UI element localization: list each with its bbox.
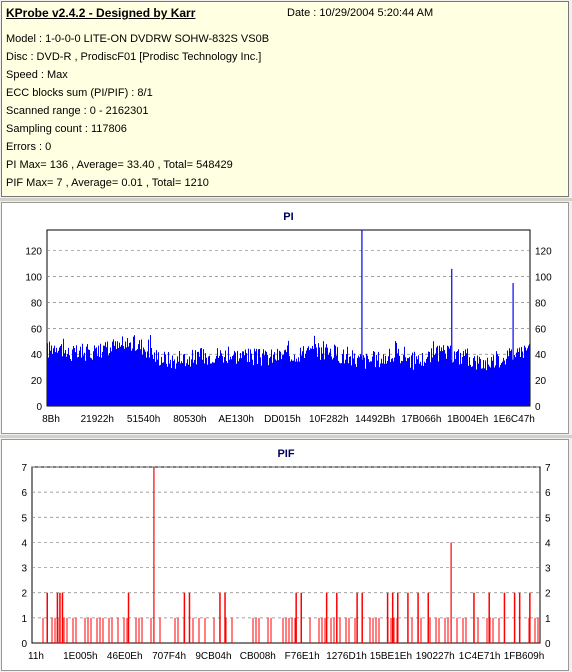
y-tick-label-left: 60 [31,324,43,335]
x-tick-label: F76E1h [285,651,320,662]
y-tick-label-left: 4 [21,538,27,549]
plot-area [31,466,541,644]
x-tick-label: 80530h [173,414,206,425]
pif-bars [42,467,539,643]
info-range: Scanned range : 0 - 2162301 [6,105,149,117]
chart-title: PI [283,211,293,223]
y-tick-label-left: 100 [25,273,42,284]
y-tick-label-left: 0 [21,639,27,650]
y-tick-label-right: 60 [535,324,547,335]
separator [0,198,572,201]
scan-date: Date : 10/29/2004 5:20:44 AM [287,7,433,19]
x-tick-label: 17B066h [401,414,441,425]
pi-bars [47,230,530,406]
y-tick-label-left: 120 [25,247,42,258]
app-title: KProbe v2.4.2 - Designed by Karr [6,6,196,20]
y-tick-label-left: 7 [21,463,27,474]
x-tick-label: 14492Bh [355,414,395,425]
y-tick-label-left: 40 [31,350,43,361]
info-model: Model : 1-0-0-0 LITE-ON DVDRW SOHW-832S … [6,33,270,45]
date-label: Date : [287,7,317,19]
y-tick-label-right: 3 [545,564,551,575]
y-tick-label-right: 5 [545,513,551,524]
date-value: 10/29/2004 5:20:44 AM [319,7,434,19]
pi-chart-panel: PI 0 0 20 20 40 40 60 60 80 80 100 100 120 120 8Bh 21922… [1,202,569,434]
info-disc: Disc : DVD-R , ProdiscF01 [Prodisc Techn… [6,51,262,63]
y-tick-label-left: 80 [31,298,43,309]
y-tick-label-right: 20 [535,376,547,387]
info-speed: Speed : Max [6,69,68,81]
x-tick-label: CB008h [240,651,276,662]
x-tick-label: 15BE1Eh [370,651,412,662]
x-tick-label: 1C4E71h [459,651,501,662]
y-tick-label-left: 5 [21,513,27,524]
x-tick-label: 51540h [127,414,160,425]
y-tick-label-right: 1 [545,614,551,625]
y-tick-label-right: 7 [545,463,551,474]
chart-title: PIF [277,448,294,460]
y-tick-label-left: 20 [31,376,43,387]
y-tick-label-right: 100 [535,273,552,284]
y-tick-label-right: 120 [535,247,552,258]
y-tick-label-right: 0 [535,402,541,413]
info-panel: KProbe v2.4.2 - Designed by Karr Date : … [1,1,569,197]
y-tick-label-right: 2 [545,589,551,600]
y-tick-label-right: 0 [545,639,551,650]
info-ecc: ECC blocks sum (PI/PIF) : 8/1 [6,87,153,99]
x-tick-label: 1276D1h [326,651,367,662]
x-tick-label: 1FB609h [504,651,545,662]
x-tick-label: 10F282h [309,414,348,425]
x-tick-label: 46E0Eh [107,651,143,662]
y-tick-label-left: 3 [21,564,27,575]
pi-chart: PI 0 0 20 20 40 40 60 60 80 80 100 100 120 120 8Bh 21922… [25,211,552,425]
y-tick-label-left: 6 [21,488,27,499]
separator [0,435,572,438]
pif-chart-panel: PIF 0 0 1 1 2 2 3 3 4 4 5 5 6 6 7 7 11h 1E005h 46E0Eh 707F4h… [1,439,569,671]
x-tick-label: 1B004Eh [447,414,488,425]
info-errors: Errors : 0 [6,141,52,153]
x-tick-label: 11h [28,651,44,662]
y-tick-label-left: 1 [21,614,27,625]
x-tick-label: 8Bh [42,414,60,425]
y-tick-label-right: 40 [535,350,547,361]
x-tick-label: 21922h [81,414,114,425]
info-pi-stats: PI Max= 136 , Average= 33.40 , Total= 54… [6,159,233,171]
info-pif-stats: PIF Max= 7 , Average= 0.01 , Total= 1210 [6,177,209,189]
x-tick-label: 1E6C47h [493,414,535,425]
x-tick-label: 190227h [416,651,455,662]
y-tick-label-right: 4 [545,538,551,549]
x-tick-label: 707F4h [152,651,186,662]
y-tick-label-left: 0 [36,402,42,413]
x-tick-label: DD015h [264,414,301,425]
x-tick-label: 9CB04h [195,651,231,662]
info-sampling: Sampling count : 117806 [6,123,127,135]
x-tick-label: 1E005h [63,651,97,662]
pif-chart: PIF 0 0 1 1 2 2 3 3 4 4 5 5 6 6 7 7 11h 1E005h 46E0Eh 707F4h… [21,448,551,662]
y-tick-label-left: 2 [21,589,27,600]
y-tick-label-right: 6 [545,488,551,499]
x-tick-label: AE130h [218,414,254,425]
y-tick-label-right: 80 [535,298,547,309]
